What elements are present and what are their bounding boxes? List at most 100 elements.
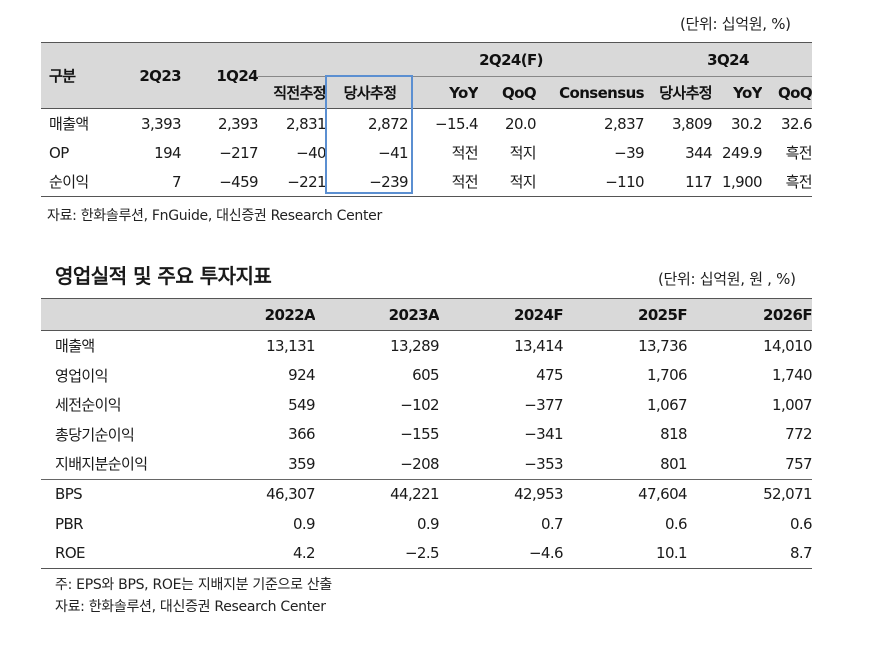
cell: 13,289 <box>390 336 439 355</box>
header-prev-estimate: 직전추정 <box>258 76 326 109</box>
header-year: 2023A <box>315 298 439 331</box>
cell: 30.2 <box>731 114 762 133</box>
table-row: ROE 4.2 −2.5 −4.6 10.1 8.7 <box>41 538 812 569</box>
cell: 605 <box>412 366 439 385</box>
row-label: 영업이익 <box>55 366 108 385</box>
cell: 13,414 <box>514 336 563 355</box>
cell: 46,307 <box>191 478 315 509</box>
cell: 0.9 <box>292 514 315 533</box>
cell: 366 <box>288 425 315 444</box>
header-2q23: 2Q23 <box>113 42 181 109</box>
header-year: 2022A <box>191 298 315 331</box>
header-3q24-yoy: YoY <box>712 76 762 109</box>
cell: −459 <box>181 167 258 197</box>
header-label-empty <box>41 298 191 331</box>
header-1q24: 1Q24 <box>181 42 258 109</box>
cell: 42,953 <box>439 478 563 509</box>
header-label-col: 구분 <box>41 42 113 109</box>
cell: 117 <box>644 167 712 197</box>
table-row: OP 194 −217 −40 −41 적전 적지 −39 344 249.9 … <box>41 138 812 167</box>
cell: 0.6 <box>789 514 812 533</box>
cell: 2,872 <box>368 114 409 133</box>
table-row: 순이익 7 −459 −221 −239 적전 적지 −110 117 1,90… <box>41 167 812 197</box>
cell: 0.7 <box>540 514 563 533</box>
cell: −239 <box>326 167 414 197</box>
cell: 2,831 <box>286 114 326 133</box>
header-group-3q24: 3Q24 <box>644 42 812 77</box>
section-title: 영업실적 및 주요 투자지표 <box>55 264 272 288</box>
cell: 32.6 <box>781 114 812 133</box>
header-our-estimate: 당사추정 <box>326 76 414 109</box>
row-label: OP <box>49 143 69 162</box>
cell: 적지 <box>509 144 536 162</box>
table-row: PBR 0.9 0.9 0.7 0.6 0.6 <box>41 509 812 539</box>
cell: −217 <box>219 143 258 162</box>
header-3q24-estimate: 당사추정 <box>644 76 712 109</box>
table-row: 세전순이익 549 −102 −377 1,067 1,007 <box>41 390 812 420</box>
cell: −353 <box>524 454 563 473</box>
header-3q24-qoq: QoQ <box>762 76 812 109</box>
table1-unit: (단위: 십억원, %) <box>680 15 791 33</box>
cell: 757 <box>785 454 812 473</box>
cell: 적전 <box>414 167 478 197</box>
cell: 4.2 <box>191 538 315 569</box>
cell: 344 <box>685 143 712 162</box>
cell: −2.5 <box>315 538 439 569</box>
row-label: 세전순이익 <box>55 396 122 415</box>
header-year: 2024F <box>439 298 563 331</box>
row-label: 지배지분순이익 <box>55 455 148 474</box>
cell: 1,067 <box>647 395 687 414</box>
cell: 1,007 <box>772 395 812 414</box>
quarterly-estimate-table: 구분 2Q23 1Q24 2Q24(F) 3Q24 직전추정 당사추정 YoY … <box>41 42 812 197</box>
cell: 47,604 <box>563 478 687 509</box>
cell: 475 <box>536 366 563 385</box>
cell: −208 <box>400 454 439 473</box>
cell: −341 <box>524 425 563 444</box>
cell: 818 <box>660 425 687 444</box>
cell: 20.0 <box>505 114 536 133</box>
header-yoy: YoY <box>414 76 478 109</box>
cell: 3,809 <box>672 114 712 133</box>
table-row: 매출액 13,131 13,289 13,414 13,736 14,010 <box>41 331 812 361</box>
table2-note: 주: EPS와 BPS, ROE는 지배지분 기준으로 산출 <box>55 577 333 593</box>
cell: −4.6 <box>439 538 563 569</box>
row-label: 매출액 <box>55 337 95 356</box>
cell: −39 <box>614 143 644 162</box>
row-label: 순이익 <box>41 167 113 197</box>
cell: 924 <box>288 366 315 385</box>
cell: 194 <box>154 143 181 162</box>
cell: 10.1 <box>563 538 687 569</box>
cell: 적지 <box>478 167 536 197</box>
cell: 1,706 <box>647 366 687 385</box>
cell: 2,837 <box>604 114 644 133</box>
header-year: 2026F <box>687 298 812 331</box>
table-row: 지배지분순이익 359 −208 −353 801 757 <box>41 449 812 479</box>
cell: −41 <box>378 143 408 162</box>
header-consensus: Consensus <box>536 76 644 109</box>
table-row: 매출액 3,393 2,393 2,831 2,872 −15.4 20.0 2… <box>41 109 812 139</box>
cell: −221 <box>258 167 326 197</box>
cell: 13,131 <box>266 336 315 355</box>
cell: 549 <box>288 395 315 414</box>
header-group-2q24: 2Q24(F) <box>258 42 644 77</box>
cell: 7 <box>113 167 181 197</box>
table2-unit: (단위: 십억원, 원 , %) <box>658 270 796 288</box>
table-row: 영업이익 924 605 475 1,706 1,740 <box>41 361 812 391</box>
cell: 흑전 <box>785 144 812 162</box>
cell: −110 <box>536 167 644 197</box>
cell: 359 <box>288 454 315 473</box>
cell: 0.6 <box>664 514 687 533</box>
row-label: PBR <box>55 514 84 533</box>
financial-indicators-table: 2022A 2023A 2024F 2025F 2026F 매출액 13,131… <box>41 298 812 569</box>
cell: −40 <box>296 143 326 162</box>
row-label: 매출액 <box>49 115 89 133</box>
cell: 8.7 <box>687 538 812 569</box>
cell: 13,736 <box>638 336 687 355</box>
row-label: ROE <box>41 538 191 569</box>
table2-source: 자료: 한화솔루션, 대신증권 Research Center <box>55 599 326 615</box>
table-row: BPS 46,307 44,221 42,953 47,604 52,071 <box>41 478 812 509</box>
header-qoq: QoQ <box>478 76 536 109</box>
cell: 249.9 <box>722 143 762 162</box>
cell: 801 <box>660 454 687 473</box>
cell: 1,740 <box>772 366 812 385</box>
